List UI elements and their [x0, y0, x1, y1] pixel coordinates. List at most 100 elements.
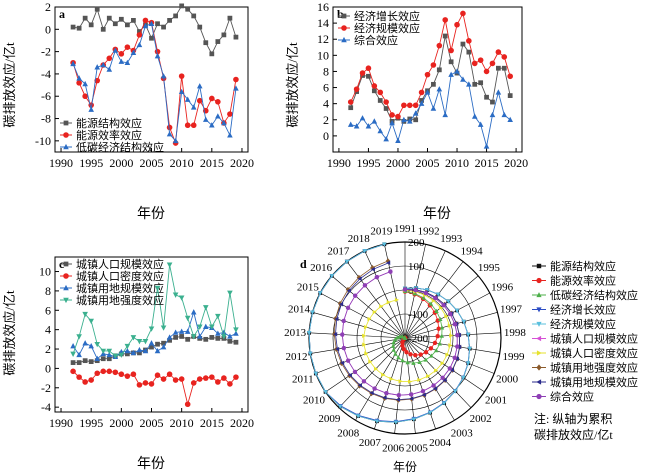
data-point [136, 32, 143, 38]
radar-data-point [435, 318, 440, 323]
radar-data-point [434, 308, 439, 313]
data-point [94, 355, 101, 361]
legend-marker [536, 292, 542, 298]
panel-d-note-line2: 碳排放效应/亿t [534, 427, 613, 442]
radar-data-point [386, 300, 391, 305]
radar-data-point [388, 269, 393, 274]
radar-data-point [389, 376, 394, 382]
data-point [130, 349, 137, 356]
radar-data-point [434, 368, 439, 373]
y-tick-label: 8 [45, 284, 51, 298]
x-tick-label: 2000 [109, 156, 133, 170]
radar-category-label: 2005 [406, 442, 429, 454]
data-point [460, 41, 466, 47]
radar-spoke [404, 337, 485, 393]
data-point [501, 65, 507, 71]
data-point [70, 360, 76, 365]
radar-data-point [306, 331, 312, 336]
data-point [94, 64, 101, 70]
data-point [142, 17, 149, 24]
radar-data-point [334, 316, 339, 322]
y-tick-label: 16 [317, 0, 329, 14]
radar-data-point [337, 404, 343, 409]
data-point [148, 340, 155, 346]
radar-data-point [454, 308, 460, 313]
radar-data-point [369, 390, 374, 396]
y-tick-label: -4 [41, 400, 51, 414]
radar-data-point [455, 332, 460, 338]
data-point [106, 351, 113, 358]
radar-data-point [436, 292, 441, 297]
data-point [172, 329, 179, 335]
radar-data-point [412, 291, 417, 296]
data-point [106, 66, 113, 72]
x-tick-label: 1995 [79, 156, 103, 170]
radar-data-point [374, 419, 380, 424]
radar-category-label: 1991 [394, 223, 416, 235]
data-point [215, 330, 221, 336]
data-point [490, 99, 495, 105]
data-point [166, 124, 173, 131]
radar-data-point [465, 332, 471, 337]
y-tick-label: -10 [35, 134, 51, 148]
radar-category-label: 1997 [500, 304, 523, 316]
y-tick-label: -6 [41, 89, 51, 103]
panel-label: b [337, 7, 344, 21]
data-point [118, 51, 125, 57]
radar-data-point [400, 334, 405, 339]
legend-label: 城镇用地规模效应 [550, 375, 638, 389]
radar-data-point [431, 298, 436, 303]
radar-data-point [344, 259, 350, 264]
radar-data-point [317, 291, 323, 296]
x-tick-label: 2015 [200, 156, 224, 170]
data-point [106, 368, 113, 375]
data-point [359, 70, 366, 76]
radar-data-point [437, 341, 442, 346]
radar-data-point [352, 369, 358, 375]
data-point [100, 356, 106, 362]
data-point [348, 105, 354, 111]
x-tick-label: 2020 [504, 156, 528, 170]
data-point [197, 24, 203, 30]
data-point [70, 60, 76, 67]
radar-data-point [408, 352, 413, 357]
radar-data-point [401, 347, 406, 352]
radar-spoke [404, 337, 472, 408]
y-tick-label: -8 [41, 112, 51, 126]
data-point [154, 372, 161, 378]
data-point [70, 351, 76, 357]
panel-a-ylabel: 碳排放效应/亿t [2, 42, 17, 128]
data-point [418, 100, 425, 106]
radar-data-point [452, 321, 458, 327]
data-point [495, 89, 502, 95]
radar-data-point [382, 395, 387, 400]
legend-marker [341, 13, 347, 19]
radar-category-label: 2004 [429, 437, 452, 449]
y-tick-label: 4 [45, 323, 51, 337]
data-point [466, 38, 472, 44]
data-point [424, 89, 431, 95]
radar-data-point [323, 390, 328, 395]
data-point [70, 368, 76, 375]
data-point [88, 106, 94, 112]
radar-data-point [363, 324, 369, 330]
data-point [359, 115, 366, 121]
data-point [131, 18, 136, 23]
radar-category-label: 2013 [284, 327, 307, 339]
data-point [233, 327, 239, 333]
data-point [209, 374, 215, 380]
radar-category-label: 2006 [382, 442, 405, 454]
data-point [483, 143, 490, 149]
data-point [190, 309, 197, 315]
data-point [501, 111, 508, 118]
radar-data-point [439, 333, 445, 338]
radar-data-point [379, 304, 384, 309]
data-point [215, 99, 221, 105]
data-point [160, 376, 167, 382]
data-point [82, 340, 88, 346]
data-point [173, 335, 179, 340]
radar-spoke [404, 275, 479, 339]
data-point [130, 49, 137, 55]
